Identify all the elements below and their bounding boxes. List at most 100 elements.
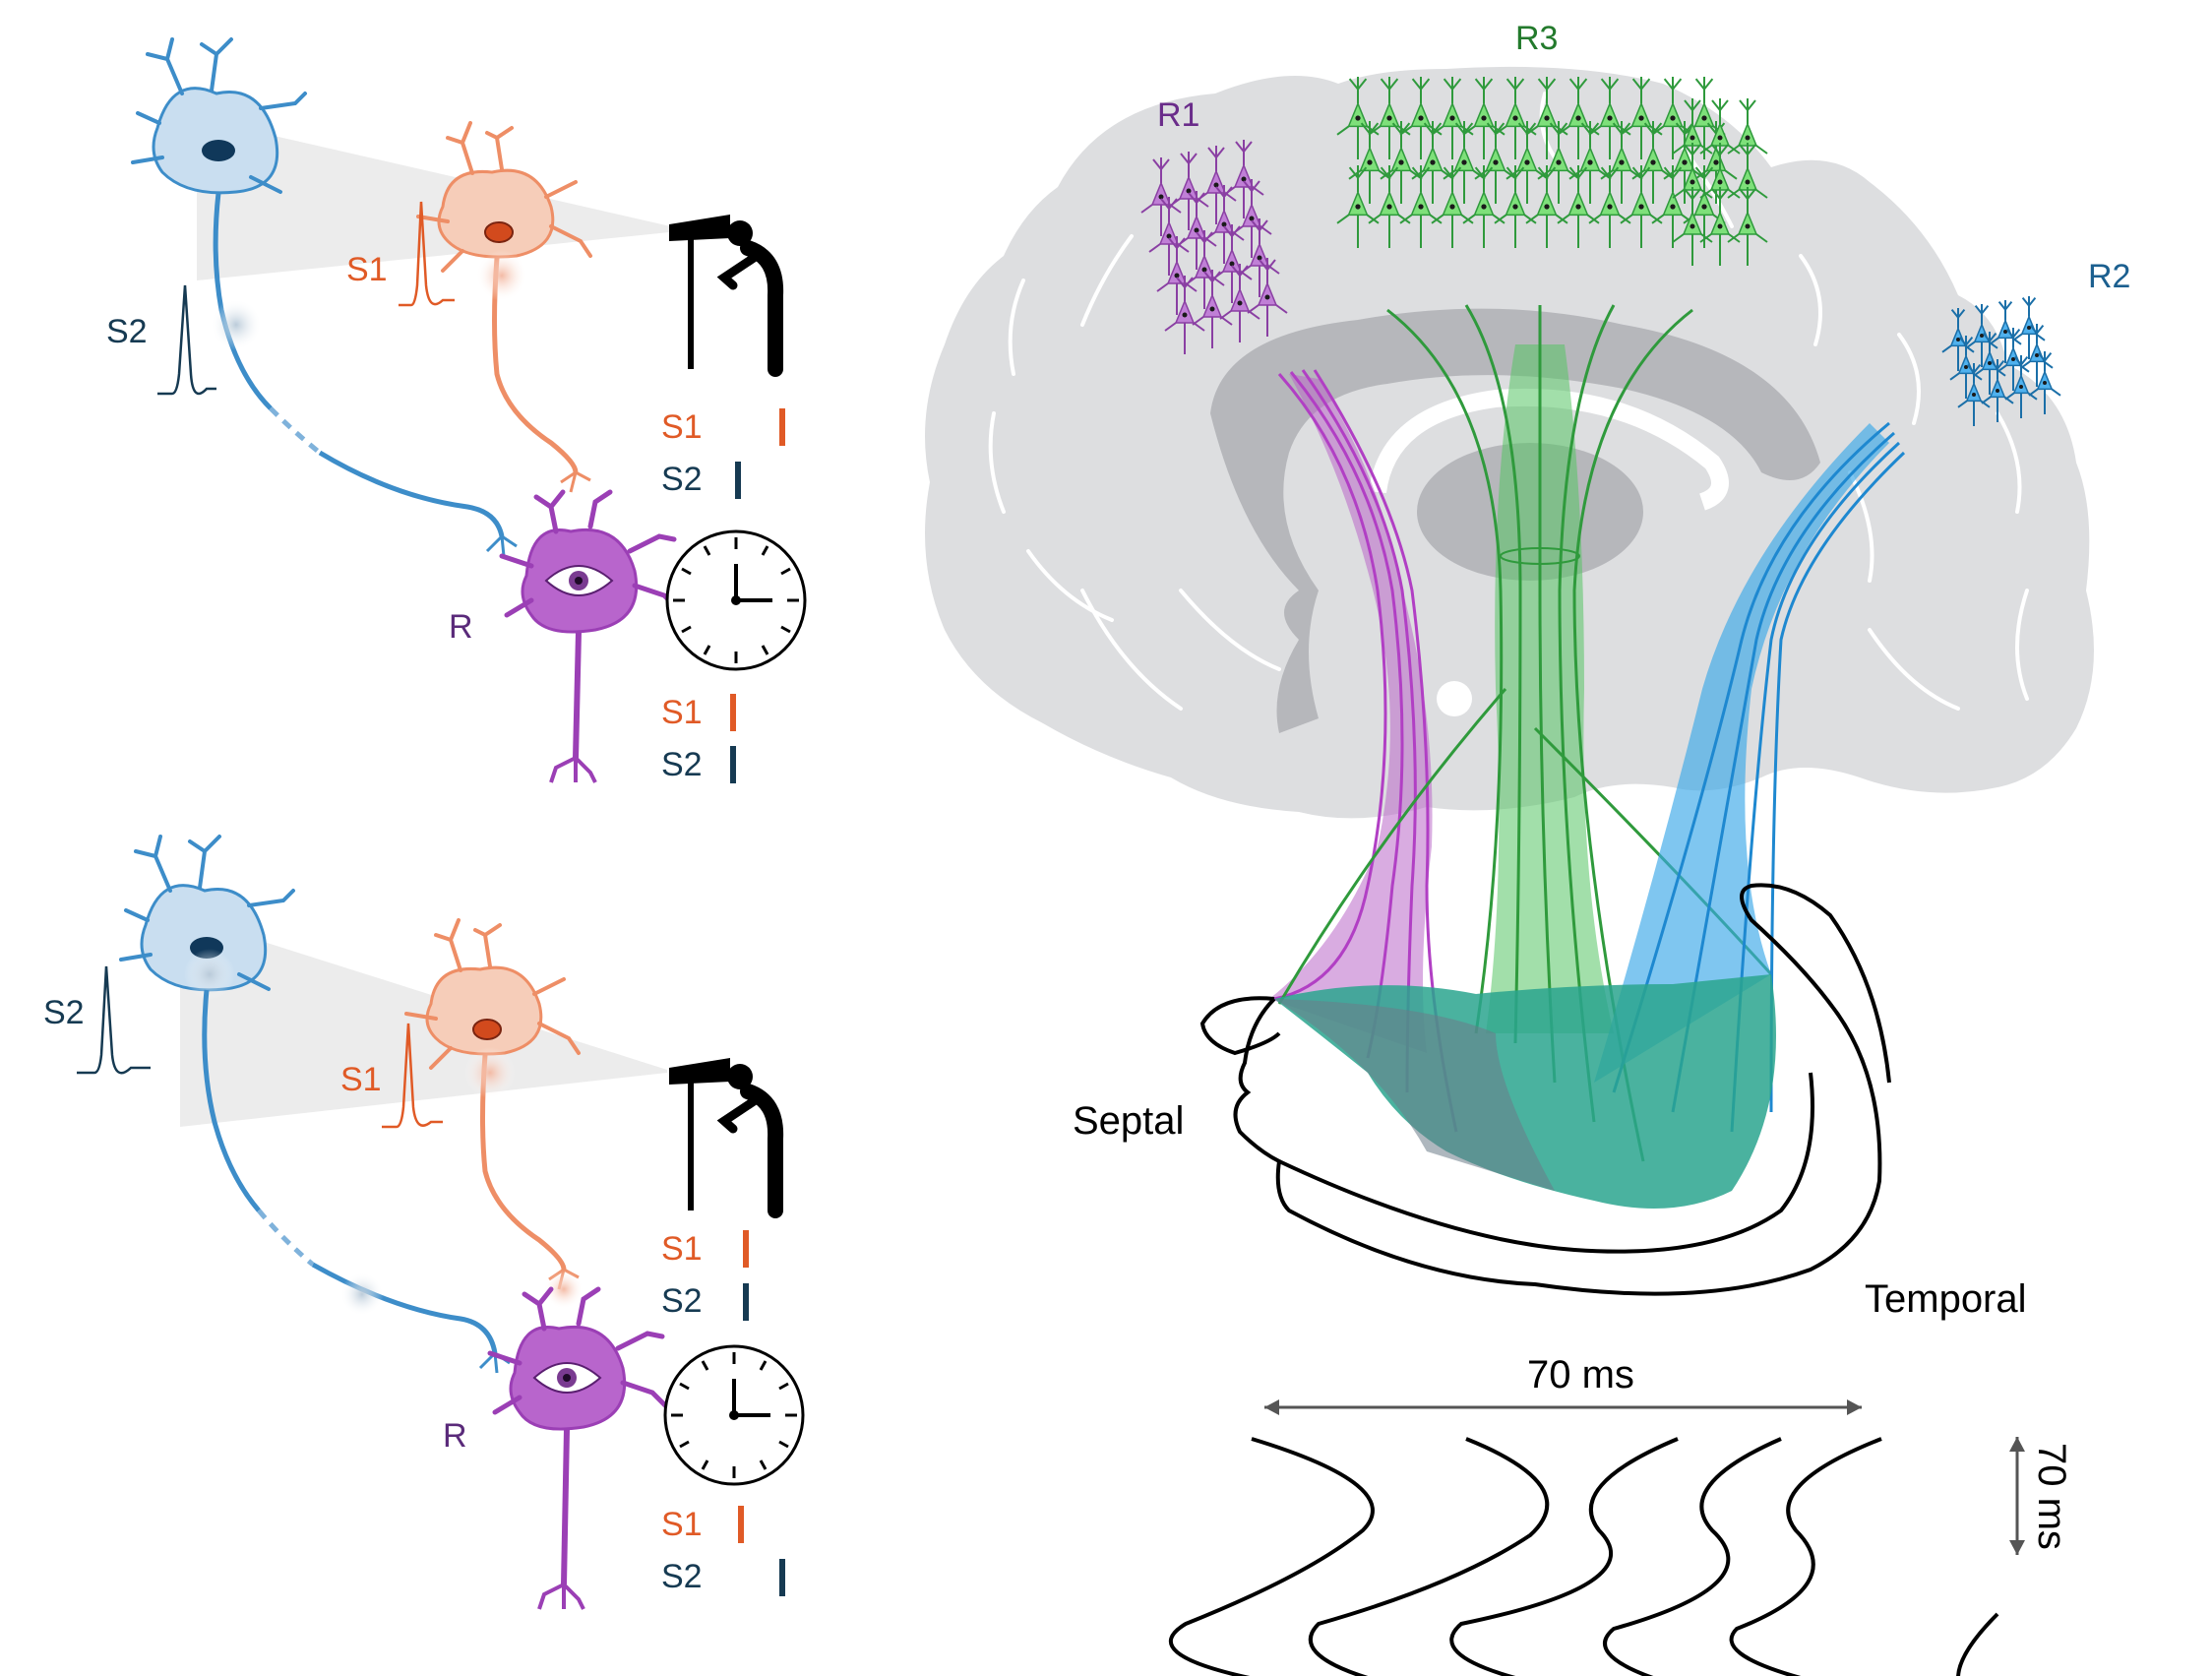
pyramidal-neuron (1431, 165, 1474, 248)
pyramidal-neuron (1239, 218, 1280, 297)
observer-s2-tick (743, 1283, 749, 1321)
neuron-cluster-r3 (1336, 77, 1768, 266)
eye-icon (532, 1362, 602, 1394)
r1-label: R1 (1157, 96, 1199, 134)
receiver-spike-order: S1 S2 (661, 1506, 785, 1596)
clock-icon (663, 1344, 805, 1486)
receiver-s1-tick (738, 1506, 744, 1543)
time-scale-horizontal: 70 ms (1264, 1353, 1862, 1415)
theta-waves (1168, 1437, 1999, 1676)
telescope-observer-icon (669, 1058, 784, 1218)
s1-axon (480, 1054, 567, 1271)
pyramidal-neuron (2020, 324, 2054, 387)
receiver-neuron (499, 489, 682, 783)
pyramidal-neuron (1557, 77, 1600, 159)
pyramidal-neuron (1989, 300, 2022, 363)
receiver-s2-tick (730, 746, 736, 783)
pyramidal-neuron (1651, 165, 1694, 248)
pyramidal-neuron (1525, 165, 1568, 248)
r3-label: R3 (1515, 20, 1558, 57)
fiber-fan-r2 (1594, 421, 1906, 1133)
observer-spike-order: S1 S2 (661, 408, 785, 499)
pyramidal-neuron (1997, 328, 2030, 391)
clock-icon (665, 529, 807, 671)
pyramidal-neuron (1981, 359, 2014, 422)
pyramidal-neuron (1231, 179, 1272, 258)
observer-s2-tick (735, 462, 741, 499)
time-scale-vertical: 70 ms (2009, 1437, 2073, 1555)
r2-label: R2 (2088, 258, 2130, 295)
pyramidal-neuron (1494, 165, 1537, 248)
pyramidal-neuron (1462, 165, 1505, 248)
s2-spike-trace (77, 965, 151, 1075)
eye-icon (544, 565, 614, 596)
pyramidal-neuron (1525, 77, 1568, 159)
receiver-s2-label: S2 (661, 746, 703, 783)
pyramidal-neuron (1431, 77, 1474, 159)
pyramidal-neuron (1196, 146, 1237, 224)
pyramidal-neuron (2028, 351, 2061, 414)
observer-s1-tick (743, 1230, 749, 1268)
pyramidal-neuron (1140, 157, 1182, 236)
wave-3 (1449, 1437, 1679, 1676)
pyramidal-neuron (1620, 77, 1663, 159)
observer-s1-label: S1 (661, 1230, 703, 1268)
receiver-s2-tick (779, 1559, 785, 1596)
s1-label: S1 (346, 251, 388, 288)
pyramidal-neuron (1223, 140, 1264, 218)
s1-nucleus (484, 221, 514, 243)
septal-label: Septal (1073, 1099, 1184, 1143)
corpus-callosum (1210, 308, 1820, 733)
view-cone (197, 118, 679, 280)
pyramidal-neuron (1494, 77, 1537, 159)
wave-6 (1956, 1612, 1999, 1676)
observer-s1-label: S1 (661, 408, 703, 446)
pyramidal-neuron (1336, 165, 1380, 248)
pyramidal-neuron (1462, 77, 1505, 159)
receiver-spike-order: S1 S2 (661, 694, 736, 783)
pyramidal-neuron (1336, 77, 1380, 159)
wave-5 (1729, 1437, 1882, 1676)
pyramidal-neuron (1683, 77, 1726, 159)
receiver-s1-label: S1 (661, 1506, 703, 1543)
s1-nucleus (472, 1019, 502, 1040)
receiver-axon (573, 631, 582, 759)
s1-neuron (404, 918, 584, 1309)
pyramidal-neuron (1368, 165, 1411, 248)
s2-nucleus (202, 140, 235, 161)
neuron-cluster-r1 (1140, 140, 1288, 354)
pyramidal-neuron (1588, 77, 1631, 159)
receiver-neuron (487, 1286, 670, 1610)
pyramidal-neuron (2004, 355, 2038, 418)
temporal-label: Temporal (1865, 1277, 2027, 1321)
pyramidal-neuron (1957, 363, 1991, 426)
wave-4 (1603, 1437, 1782, 1676)
receiver-s2-label: S2 (661, 1558, 703, 1595)
s1-spike-trace (382, 1023, 443, 1129)
s2-neuron (119, 835, 511, 1374)
pyramidal-neuron (1368, 77, 1411, 159)
s2-spike-trace (157, 284, 216, 396)
observer-s1-tick (779, 408, 785, 446)
telescope-observer-icon (669, 215, 784, 377)
pyramidal-neuron (1399, 77, 1443, 159)
pyramidal-neuron (1211, 224, 1253, 303)
view-cone (180, 915, 667, 1127)
pyramidal-neuron (1631, 121, 1675, 204)
pyramidal-neuron (1699, 187, 1741, 266)
pyramidal-neuron (1973, 332, 2006, 395)
vertical-scale-label: 70 ms (2030, 1443, 2073, 1550)
receiver-s1-label: S1 (661, 694, 703, 731)
pyramidal-neuron (1672, 143, 1713, 221)
panel-top: S2 S1 R (106, 37, 807, 783)
pyramidal-neuron (1168, 152, 1209, 230)
pyramidal-neuron (1699, 98, 1741, 177)
receiver-s1-tick (730, 694, 736, 731)
pyramidal-neuron (1399, 165, 1443, 248)
s1-label: S1 (340, 1061, 382, 1098)
pyramidal-neuron (1727, 187, 1768, 266)
pyramidal-neuron (1557, 165, 1600, 248)
pyramidal-neuron (1651, 77, 1694, 159)
s2-label: S2 (43, 994, 85, 1031)
pyramidal-neuron (2012, 296, 2046, 359)
